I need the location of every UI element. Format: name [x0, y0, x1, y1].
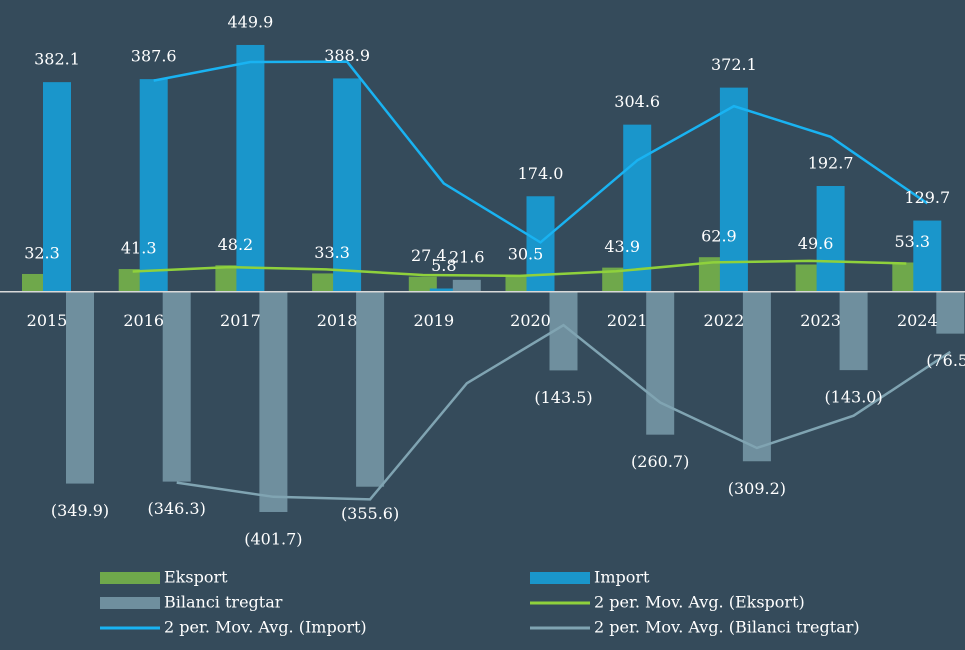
- data-label: 174.0: [518, 164, 564, 183]
- data-label: 49.6: [798, 234, 834, 253]
- data-label: 41.3: [121, 239, 157, 258]
- data-label: 387.6: [131, 47, 177, 66]
- moving-average-line: [132, 259, 907, 278]
- x-tick-label: 2024: [897, 311, 938, 330]
- legend-label: 2 per. Mov. Avg. (Import): [164, 618, 367, 637]
- data-label: 32.3: [24, 243, 60, 262]
- bar: [333, 78, 362, 292]
- data-label: (349.9): [51, 501, 109, 520]
- x-tick-label: 2019: [413, 311, 454, 330]
- bar: [408, 276, 437, 292]
- data-label: 53.3: [894, 232, 930, 251]
- bar: [936, 291, 965, 334]
- data-label: (346.3): [148, 499, 206, 518]
- legend-swatch: [100, 572, 160, 584]
- data-label: 5.8: [431, 256, 456, 275]
- data-label: 388.9: [324, 46, 370, 65]
- bar: [452, 279, 481, 292]
- data-label: 43.9: [604, 237, 640, 256]
- moving-average-line: [176, 323, 951, 501]
- data-label: (76.5): [926, 351, 965, 370]
- legend-label: Bilanci tregtar: [164, 593, 283, 612]
- legend-label: 2 per. Mov. Avg. (Bilanci tregtar): [594, 618, 860, 637]
- data-label: 382.1: [34, 50, 80, 69]
- bar: [816, 186, 845, 292]
- legend-label: Eksport: [164, 568, 228, 587]
- bar: [913, 220, 942, 292]
- data-label: (143.0): [824, 388, 882, 407]
- data-label: 21.6: [449, 247, 485, 266]
- bar: [356, 291, 385, 487]
- data-label: (401.7): [244, 529, 302, 548]
- x-tick-label: 2018: [317, 311, 358, 330]
- data-label: 33.3: [314, 243, 350, 262]
- data-label: 27.4: [411, 246, 447, 265]
- data-label: 304.6: [614, 92, 660, 111]
- data-label: 62.9: [701, 227, 737, 246]
- x-tick-label: 2022: [704, 311, 745, 330]
- bar: [259, 291, 288, 512]
- bar: [646, 291, 675, 435]
- x-tick-label: 2017: [220, 311, 261, 330]
- bar: [742, 291, 771, 462]
- legend-swatch: [530, 572, 590, 584]
- data-label: 192.7: [808, 154, 854, 173]
- bar: [623, 124, 652, 292]
- data-label: (355.6): [341, 504, 399, 523]
- legend-swatch: [100, 597, 160, 609]
- x-tick-label: 2016: [123, 311, 164, 330]
- legend-label: 2 per. Mov. Avg. (Eksport): [594, 593, 805, 612]
- bar: [719, 87, 748, 292]
- data-label: 449.9: [227, 12, 273, 31]
- data-label: 129.7: [904, 188, 950, 207]
- data-label: (260.7): [631, 452, 689, 471]
- bar: [429, 288, 458, 292]
- x-tick-label: 2021: [607, 311, 648, 330]
- data-label: 48.2: [218, 235, 254, 254]
- bar: [839, 291, 868, 371]
- x-tick-label: 2015: [27, 311, 68, 330]
- moving-average-line: [153, 60, 929, 244]
- x-tick-label: 2020: [510, 311, 551, 330]
- data-label: 30.5: [508, 244, 544, 263]
- data-label: 372.1: [711, 55, 757, 74]
- bar: [162, 291, 191, 482]
- legend-label: Import: [594, 568, 650, 587]
- data-label: (309.2): [728, 479, 786, 498]
- bar: [66, 291, 94, 484]
- bar: [236, 44, 265, 292]
- bar: [43, 82, 71, 292]
- data-label: (143.5): [534, 388, 592, 407]
- bar: [139, 79, 168, 292]
- x-tick-label: 2023: [800, 311, 841, 330]
